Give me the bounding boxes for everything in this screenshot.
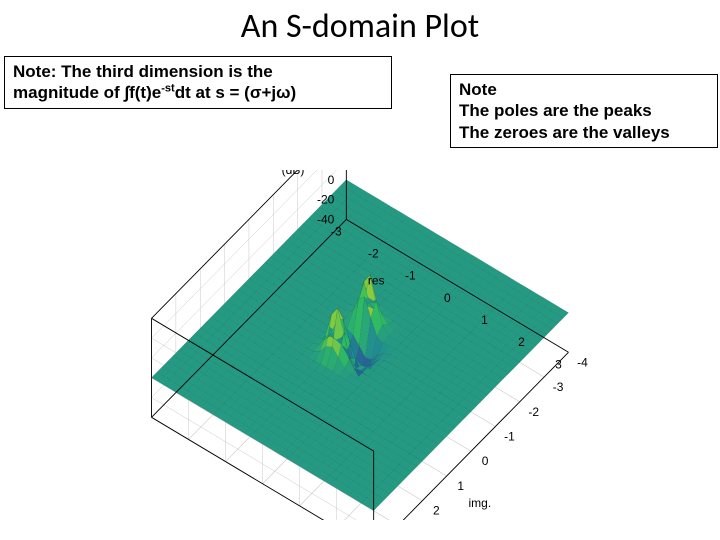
svg-text:(dB): (dB) [282,170,305,177]
svg-text:img.: img. [469,496,492,510]
note1-line2-post: dt at s = (σ+jω) [175,83,296,102]
svg-text:-2: -2 [368,247,379,261]
note1-line1: Note: The third dimension is the [13,62,273,81]
svg-text:res: res [368,273,385,287]
svg-text:1: 1 [457,479,464,493]
note-box-1: Note: The third dimension is the magnitu… [4,56,392,109]
svg-text:3: 3 [555,357,562,371]
note2-l3: The zeroes are the valleys [459,123,670,142]
svg-text:-3: -3 [331,224,342,238]
svg-text:2: 2 [433,504,440,518]
svg-text:-2: -2 [528,405,539,419]
plot-svg: -40-200204060-3-2-10123-4-3-2-101234(dB)… [90,170,650,520]
note2-l1: Note [459,80,497,99]
page-title: An S-domain Plot [0,6,720,47]
svg-text:-4: -4 [577,355,588,369]
note2-l2: The poles are the peaks [459,101,652,120]
svg-text:-20: -20 [317,193,335,207]
s-domain-3d-plot: -40-200204060-3-2-10123-4-3-2-101234(dB)… [90,170,650,520]
svg-text:-1: -1 [504,429,515,443]
svg-text:0: 0 [444,291,451,305]
note1-line2-pre: magnitude of ∫f(t)e [13,83,161,102]
note1-line2-sup: -st [161,83,175,95]
svg-text:0: 0 [328,173,335,187]
svg-text:-3: -3 [553,380,564,394]
note-box-2: Note The poles are the peaks The zeroes … [450,74,718,148]
svg-text:-1: -1 [405,269,416,283]
svg-text:1: 1 [481,313,488,327]
svg-text:2: 2 [518,335,525,349]
svg-text:0: 0 [482,454,489,468]
